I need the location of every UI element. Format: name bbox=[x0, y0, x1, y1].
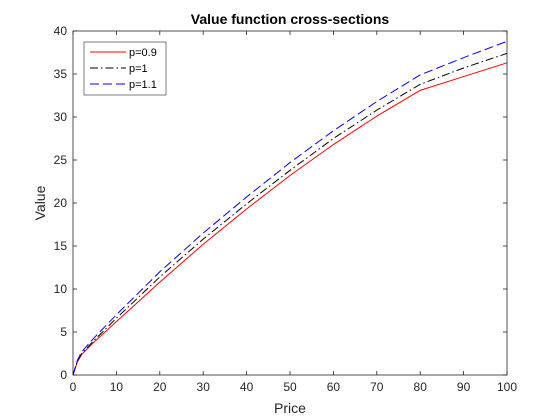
x-tick-label: 50 bbox=[283, 380, 297, 394]
y-tick-label: 15 bbox=[54, 239, 68, 253]
series-line-1 bbox=[72, 62, 508, 376]
chart-title: Value function cross-sections bbox=[191, 11, 390, 27]
x-tick-label: 30 bbox=[197, 380, 211, 394]
legend-label-1: p=0.9 bbox=[129, 47, 157, 59]
tick-layer: 0 10 20 30 40 50 60 70 80 90 100 0 5 10 15 20 25 30 35 40 bbox=[54, 24, 518, 394]
series-layer bbox=[72, 40, 508, 376]
x-tick-label: 10 bbox=[110, 380, 124, 394]
y-tick-label: 25 bbox=[54, 153, 68, 167]
y-tick-label: 30 bbox=[54, 110, 68, 124]
x-tick-label: 0 bbox=[70, 380, 77, 394]
x-tick-label: 90 bbox=[457, 380, 471, 394]
x-tick-label: 100 bbox=[497, 380, 517, 394]
x-tick-label: 20 bbox=[153, 380, 167, 394]
x-tick-label: 40 bbox=[240, 380, 254, 394]
x-axis-label: Price bbox=[274, 400, 306, 416]
x-tick-label: 60 bbox=[327, 380, 341, 394]
axes-box bbox=[72, 30, 508, 376]
y-tick-label: 5 bbox=[60, 325, 67, 339]
y-tick-label: 40 bbox=[54, 24, 68, 38]
legend-label-3: p=1.1 bbox=[129, 79, 157, 91]
y-tick-label: 0 bbox=[60, 368, 67, 382]
y-tick-label: 20 bbox=[54, 196, 68, 210]
legend-label-2: p=1 bbox=[129, 63, 148, 75]
y-tick-label: 35 bbox=[54, 67, 68, 81]
series-line-2 bbox=[72, 52, 508, 376]
y-axis-label: Value bbox=[32, 185, 48, 220]
x-tick-label: 70 bbox=[370, 380, 384, 394]
x-tick-label: 80 bbox=[414, 380, 428, 394]
series-line-3 bbox=[72, 40, 508, 376]
y-tick-label: 10 bbox=[54, 282, 68, 296]
legend: p=0.9 p=1 p=1.1 bbox=[83, 41, 167, 96]
